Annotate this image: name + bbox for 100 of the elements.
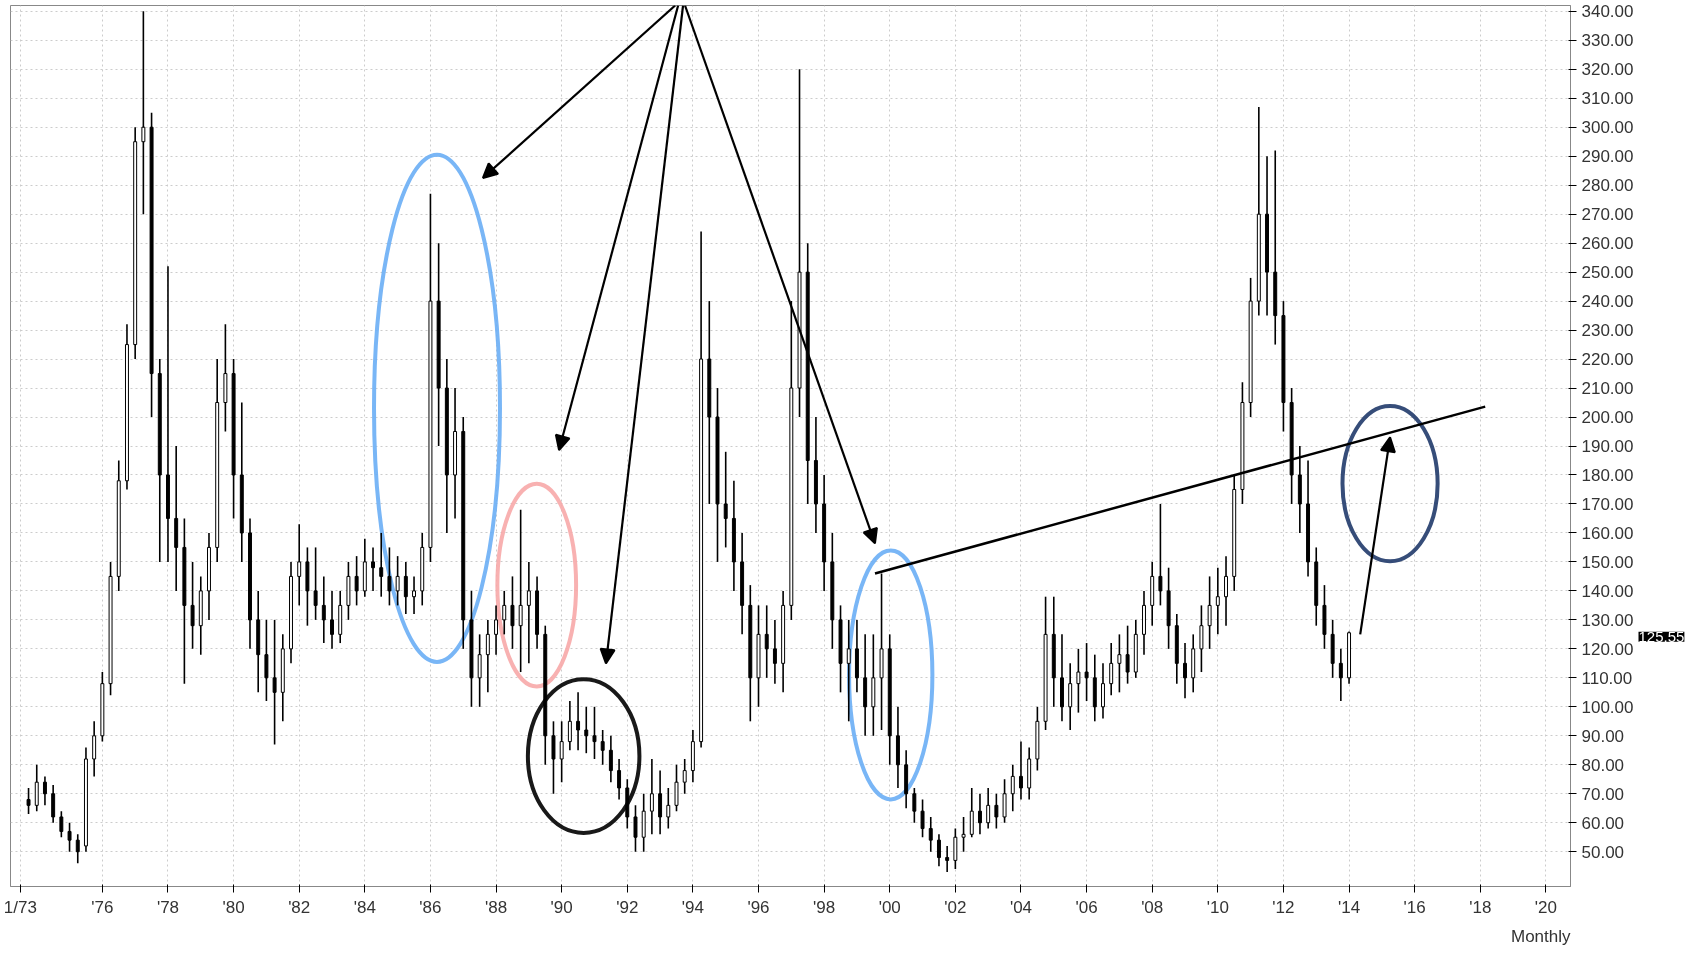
y-tick-label: 260.00 (1581, 234, 1634, 254)
candlestick (395, 555, 400, 607)
y-tick-label: 320.00 (1581, 60, 1634, 80)
candlestick (477, 633, 482, 708)
candlestick (59, 810, 64, 839)
candlestick (518, 508, 523, 673)
candlestick (1076, 648, 1081, 714)
y-tick-label: 340.00 (1581, 2, 1634, 22)
candlestick (1109, 642, 1114, 697)
x-tick-label: '08 (1141, 897, 1164, 917)
candlestick (313, 546, 318, 621)
candlestick (986, 787, 991, 830)
candlestick (1117, 633, 1122, 694)
candlestick (1125, 624, 1130, 685)
x-tick-label: '88 (484, 897, 508, 917)
candlestick (658, 769, 663, 836)
candlestick (682, 758, 687, 795)
candlestick (190, 561, 195, 650)
y-tick-label: 150.00 (1581, 552, 1634, 572)
x-tick-label: '12 (1272, 897, 1295, 917)
x-tick-label: '84 (353, 897, 376, 917)
candlestick (272, 619, 277, 746)
y-tick-label: 200.00 (1581, 408, 1634, 428)
y-tick-label: 70.00 (1581, 784, 1625, 804)
candlestick (551, 720, 556, 795)
x-tick-label: '78 (156, 897, 180, 917)
x-tick-label: '04 (1009, 897, 1033, 917)
text: Monthly (1510, 926, 1571, 946)
candlestick (772, 619, 777, 685)
candlestick (75, 833, 80, 865)
y-tick-label: 300.00 (1581, 118, 1634, 138)
candlestick (330, 590, 334, 650)
candlestick (1019, 740, 1023, 801)
candlestick (961, 816, 966, 853)
y-tick-label: 240.00 (1581, 292, 1634, 312)
candlestick (42, 775, 47, 807)
candlestick (936, 833, 941, 868)
candlestick (51, 784, 56, 824)
x-tick-label: '02 (944, 897, 967, 917)
candlestick (371, 546, 375, 592)
candlestick (92, 720, 97, 778)
y-tick-label: 310.00 (1581, 89, 1634, 109)
candlestick (379, 532, 384, 598)
candlestick (510, 575, 515, 650)
candlestick (141, 10, 146, 215)
x-tick-label: '80 (222, 897, 245, 917)
y-tick-label: 170.00 (1581, 494, 1634, 514)
candlestick (920, 798, 925, 839)
candlestick (649, 758, 654, 836)
candlestick (1002, 778, 1007, 824)
candlestick (977, 792, 982, 836)
y-tick-label: 270.00 (1581, 205, 1634, 225)
candlestick (608, 735, 613, 783)
candlestick (26, 787, 31, 815)
candlestick (600, 729, 605, 766)
y-tick-label: 120.00 (1581, 639, 1634, 659)
candlestick (502, 590, 507, 636)
text: 125.55 (1638, 627, 1685, 645)
candlestick (321, 575, 326, 644)
y-tick-label: 90.00 (1581, 726, 1625, 746)
y-tick-label: 280.00 (1581, 176, 1634, 196)
candlestick (264, 619, 269, 702)
x-tick-label: '94 (681, 897, 704, 917)
y-tick-label: 220.00 (1581, 350, 1634, 370)
candlestick (764, 604, 769, 679)
candlestick (526, 561, 531, 665)
candlestick (674, 763, 679, 812)
x-tick-label: '00 (878, 897, 901, 917)
x-tick-label: '82 (288, 897, 311, 917)
candlestick (1215, 566, 1220, 636)
y-tick-label: 100.00 (1581, 697, 1634, 717)
x-tick-label: '16 (1403, 897, 1426, 917)
candlestick (912, 787, 917, 824)
x-tick-label: '14 (1337, 897, 1361, 917)
y-tick-label: 190.00 (1581, 437, 1634, 456)
candlestick (1338, 648, 1343, 702)
candlestick (1183, 642, 1187, 699)
candlestick (1207, 575, 1212, 650)
candlestick (1199, 604, 1204, 673)
y-tick-label: 290.00 (1581, 147, 1634, 167)
x-tick-label: '18 (1469, 897, 1492, 917)
candlestick (1101, 662, 1105, 720)
x-tick-label: '92 (616, 897, 639, 917)
candlestick (67, 821, 72, 853)
candlestick (387, 546, 392, 607)
candlestick (945, 845, 950, 873)
candlestick (994, 792, 999, 830)
y-tick-label: 210.00 (1581, 379, 1634, 399)
candlestick (567, 700, 572, 752)
candlestick (928, 816, 933, 853)
candlestick (494, 604, 499, 656)
x-tick-label: '10 (1206, 897, 1229, 917)
y-tick-label: 230.00 (1581, 321, 1634, 341)
y-tick-label: 80.00 (1581, 755, 1625, 775)
y-tick-label: 160.00 (1581, 523, 1634, 543)
candlestick (666, 787, 671, 830)
candlestick (633, 804, 638, 853)
candlestick (1224, 555, 1228, 627)
candlestick (576, 691, 581, 752)
x-tick-label: '98 (813, 897, 836, 917)
